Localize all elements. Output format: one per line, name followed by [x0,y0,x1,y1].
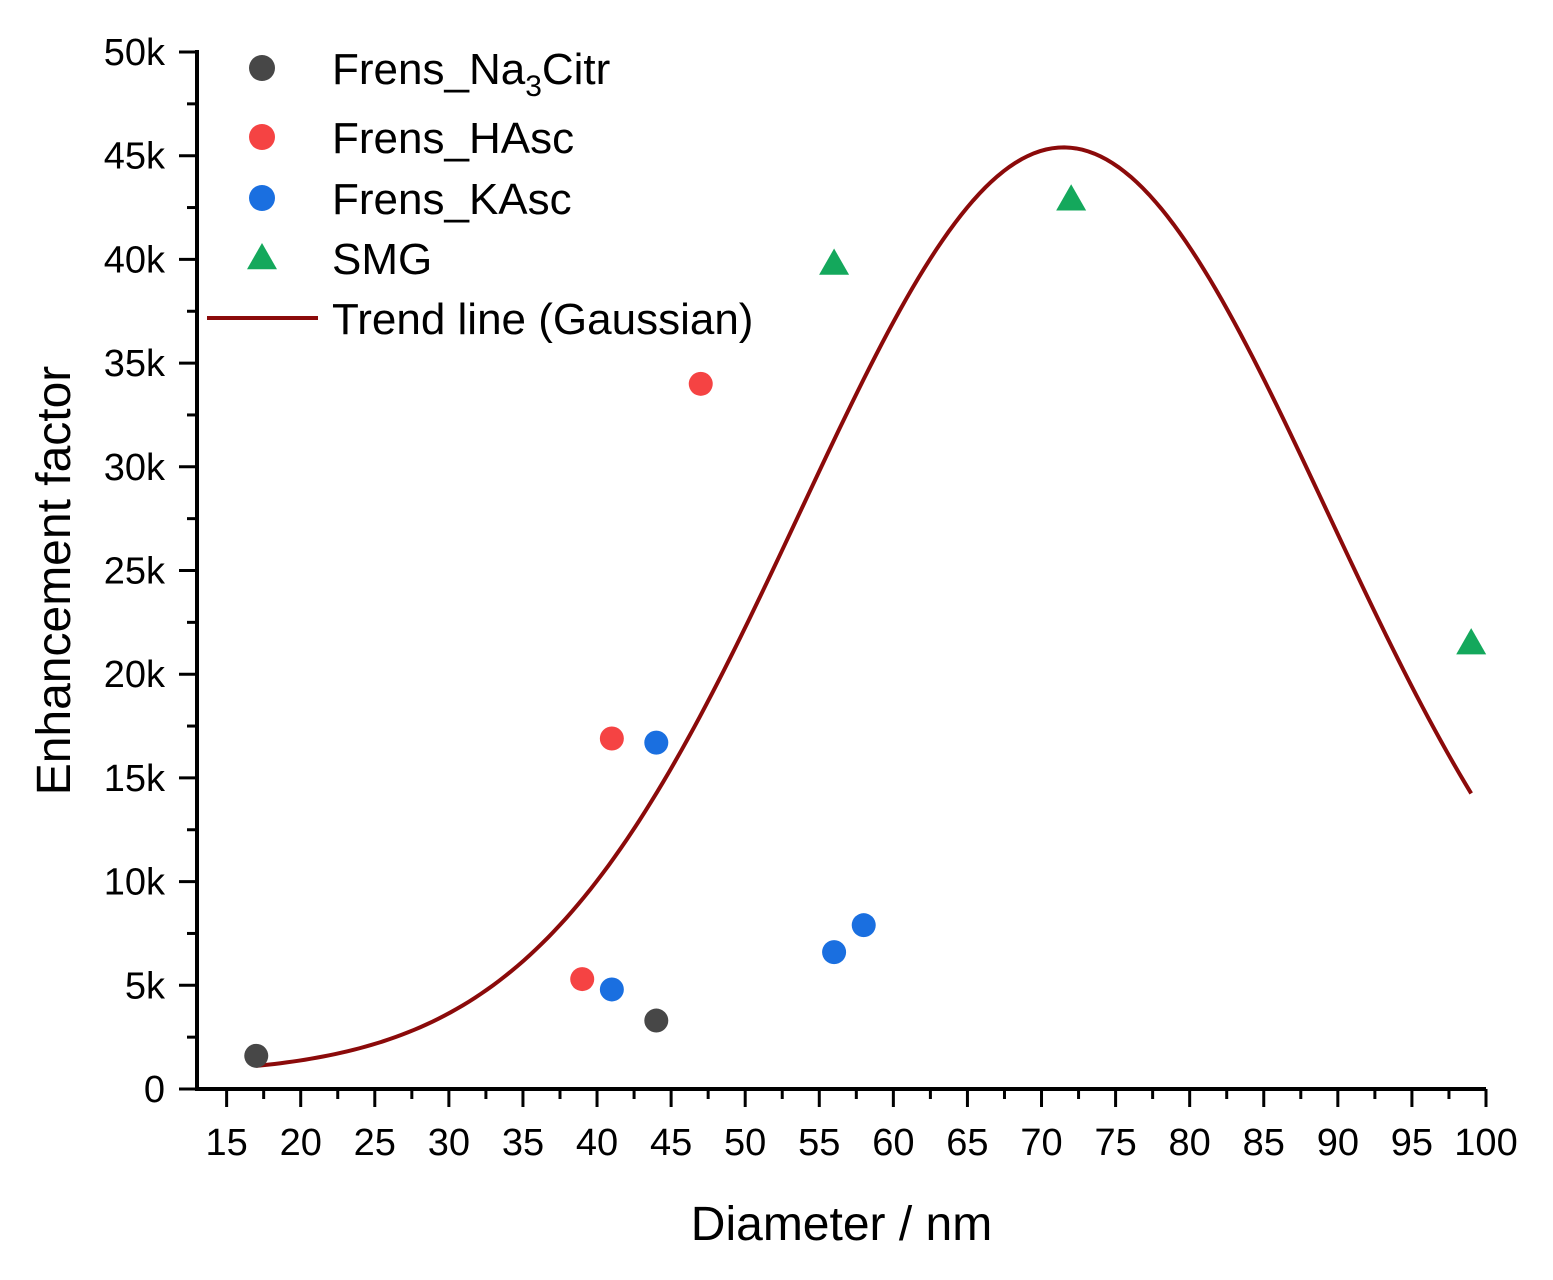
x-tick-label: 45 [650,1122,692,1164]
point-smg [819,248,850,275]
x-tick-label: 100 [1454,1122,1517,1164]
y-tick-label: 20k [104,654,166,696]
x-tick-label: 55 [798,1122,840,1164]
points-layer [244,184,1487,1068]
x-tick-label: 85 [1243,1122,1285,1164]
legend-label-frens-kasc: Frens_KAsc [332,175,572,224]
legend-marker-frens-na3citr [249,55,275,81]
point-frens-na3citr [244,1043,269,1068]
legend-label-frens-na3citr: Frens_Na3Citr [332,45,610,103]
legend-marker-smg [247,243,277,270]
point-smg [1056,184,1087,211]
y-axis-title: Enhancement factor [28,366,81,796]
legend-label-trend-line: Trend line (Gaussian) [332,295,753,344]
axes-layer [179,50,1488,1107]
point-frens-hasc [688,371,713,396]
point-frens-kasc [644,730,669,755]
x-tick-label: 60 [872,1122,914,1164]
y-tick-label: 50k [104,32,166,74]
x-tick-label: 35 [502,1122,544,1164]
x-tick-label: 75 [1094,1122,1136,1164]
tick-labels-layer: 0 5k 10k 15k 20k 25k 30k 35k 40k 45k 50k 15 20 25 30 35… [104,32,1518,1164]
x-tick-label: 20 [280,1122,322,1164]
y-tick-label: 25k [104,551,166,593]
trend-layer [256,145,1473,1068]
y-tick-label: 40k [104,239,166,281]
y-tick-label: 0 [144,1069,165,1111]
legend-label-frens-hasc: Frens_HAsc [332,114,574,163]
y-tick-label: 10k [104,862,166,904]
x-tick-label: 50 [724,1122,766,1164]
point-smg [1456,628,1487,655]
trend-line-gaussian [256,145,1473,1068]
x-tick-label: 15 [205,1122,247,1164]
x-tick-label: 95 [1391,1122,1433,1164]
point-frens-kasc [851,913,876,938]
point-frens-kasc [822,940,847,965]
x-axis-title: Diameter / nm [691,1198,992,1251]
legend: Frens_Na3Citr Frens_HAsc Frens_KAsc SMG … [207,45,753,344]
x-tick-label: 70 [1020,1122,1062,1164]
legend-marker-frens-kasc [249,185,275,211]
point-frens-hasc [570,967,595,992]
x-tick-label: 90 [1317,1122,1359,1164]
legend-label-smg: SMG [332,235,432,284]
y-tick-label: 30k [104,447,166,489]
y-tick-label: 5k [125,965,166,1007]
x-tick-label: 25 [354,1122,396,1164]
x-tick-label: 80 [1169,1122,1211,1164]
x-tick-label: 65 [946,1122,988,1164]
point-frens-kasc [599,977,624,1002]
point-frens-hasc [599,726,624,751]
x-tick-label: 30 [428,1122,470,1164]
legend-marker-frens-hasc [249,124,275,150]
y-tick-label: 35k [104,343,166,385]
y-tick-label: 45k [104,136,166,178]
x-tick-label: 40 [576,1122,618,1164]
point-frens-na3citr [644,1008,669,1033]
y-tick-label: 15k [104,758,166,800]
